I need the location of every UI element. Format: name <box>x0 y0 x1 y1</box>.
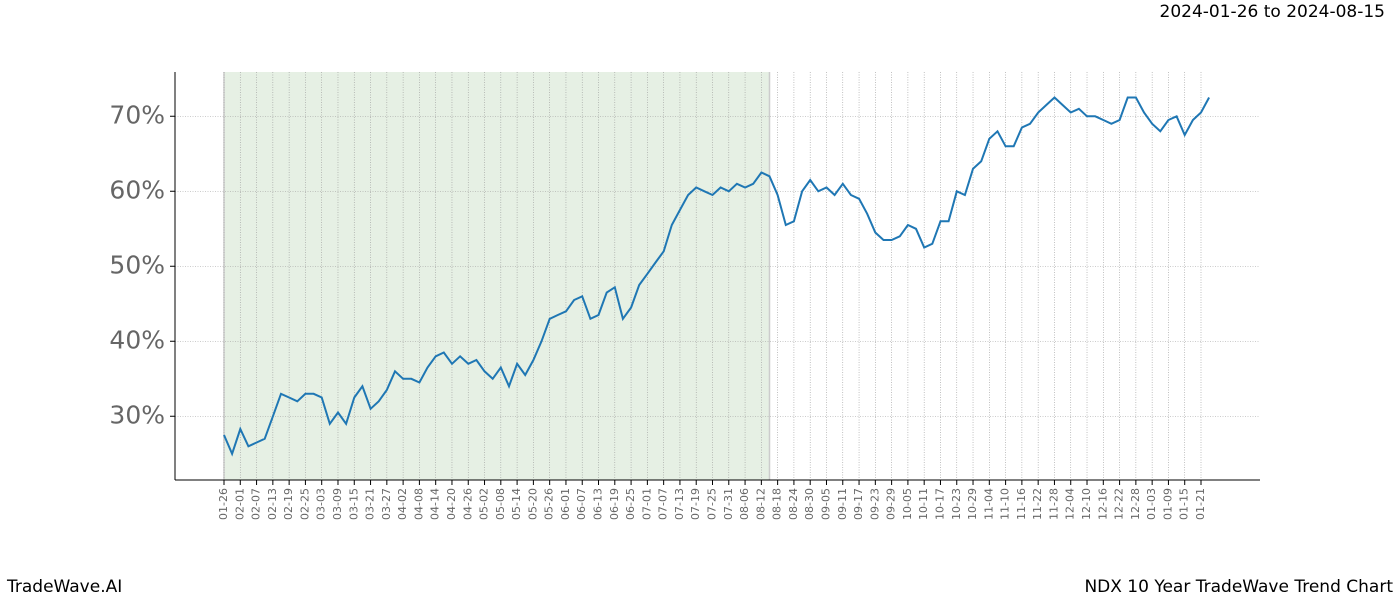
y-tick-label: 40% <box>109 325 165 354</box>
x-tick-label: 11-22 <box>1031 488 1044 520</box>
x-tick-label: 03-03 <box>315 488 328 520</box>
y-tick-label: 30% <box>109 400 165 429</box>
x-tick-label: 05-14 <box>510 488 523 520</box>
x-tick-label: 07-19 <box>689 488 702 520</box>
x-tick-label: 10-05 <box>901 488 914 520</box>
x-tick-label: 10-29 <box>966 488 979 520</box>
x-tick-label: 07-25 <box>706 488 719 520</box>
x-tick-label: 02-19 <box>282 488 295 520</box>
x-tick-label: 07-01 <box>640 488 653 520</box>
y-tick-label: 60% <box>109 175 165 204</box>
chart-title: NDX 10 Year TradeWave Trend Chart <box>1084 577 1393 597</box>
x-tick-label: 04-20 <box>445 488 458 520</box>
x-tick-label: 11-16 <box>1015 488 1028 520</box>
x-tick-label: 04-14 <box>429 488 442 520</box>
x-tick-label: 01-03 <box>1145 488 1158 520</box>
x-tick-label: 01-09 <box>1161 488 1174 520</box>
x-tick-label: 09-23 <box>868 488 881 520</box>
x-tick-label: 06-25 <box>624 488 637 520</box>
x-tick-label: 06-13 <box>592 488 605 520</box>
x-tick-label: 02-01 <box>233 488 246 520</box>
x-tick-label: 05-02 <box>478 488 491 520</box>
x-tick-label: 12-16 <box>1096 488 1109 520</box>
x-tick-label: 08-06 <box>738 488 751 520</box>
x-tick-label: 08-12 <box>754 488 767 520</box>
x-tick-label: 10-11 <box>917 488 930 520</box>
x-tick-label: 10-23 <box>950 488 963 520</box>
x-tick-label: 11-10 <box>999 488 1012 520</box>
x-tick-label: 05-26 <box>543 488 556 520</box>
x-tick-label: 07-13 <box>673 488 686 520</box>
x-tick-label: 02-07 <box>250 488 263 520</box>
x-tick-label: 11-04 <box>982 488 995 520</box>
x-tick-label: 12-28 <box>1129 488 1142 520</box>
x-tick-label: 03-15 <box>347 488 360 520</box>
x-tick-label: 07-07 <box>657 488 670 520</box>
x-tick-label: 08-18 <box>771 488 784 520</box>
x-tick-label: 07-31 <box>722 488 735 520</box>
x-tick-label: 12-22 <box>1113 488 1126 520</box>
x-tick-label: 03-27 <box>380 488 393 520</box>
x-tick-label: 02-13 <box>266 488 279 520</box>
trend-line <box>223 96 1210 457</box>
x-tick-label: 12-04 <box>1064 488 1077 520</box>
x-tick-label: 02-25 <box>298 488 311 520</box>
x-tick-label: 10-17 <box>933 488 946 520</box>
x-tick-label: 03-21 <box>364 488 377 520</box>
x-tick-label: 01-26 <box>217 488 230 520</box>
x-tick-label: 05-20 <box>526 488 539 520</box>
x-tick-label: 09-17 <box>852 488 865 520</box>
y-tick-label: 70% <box>109 100 165 129</box>
x-tick-label: 04-02 <box>396 488 409 520</box>
x-tick-label: 03-09 <box>331 488 344 520</box>
x-tick-label: 09-05 <box>819 488 832 520</box>
x-tick-label: 09-11 <box>836 488 849 520</box>
x-tick-label: 05-08 <box>494 488 507 520</box>
x-tick-label: 01-21 <box>1194 488 1207 520</box>
x-tick-label: 08-30 <box>803 488 816 520</box>
x-tick-label: 11-28 <box>1047 488 1060 520</box>
x-tick-label: 09-29 <box>885 488 898 520</box>
x-tick-label: 06-19 <box>608 488 621 520</box>
x-tick-label: 08-24 <box>787 488 800 520</box>
x-tick-label: 04-26 <box>461 488 474 520</box>
highlight-region <box>224 72 770 480</box>
x-tick-label: 06-07 <box>575 488 588 520</box>
x-tick-label: 12-10 <box>1080 488 1093 520</box>
x-tick-label: 06-01 <box>559 488 572 520</box>
date-range: 2024-01-26 to 2024-08-15 <box>1160 2 1385 22</box>
x-tick-label: 04-08 <box>412 488 425 520</box>
y-tick-label: 50% <box>109 250 165 279</box>
brand: TradeWave.AI <box>6 577 122 597</box>
x-tick-label: 01-15 <box>1178 488 1191 520</box>
